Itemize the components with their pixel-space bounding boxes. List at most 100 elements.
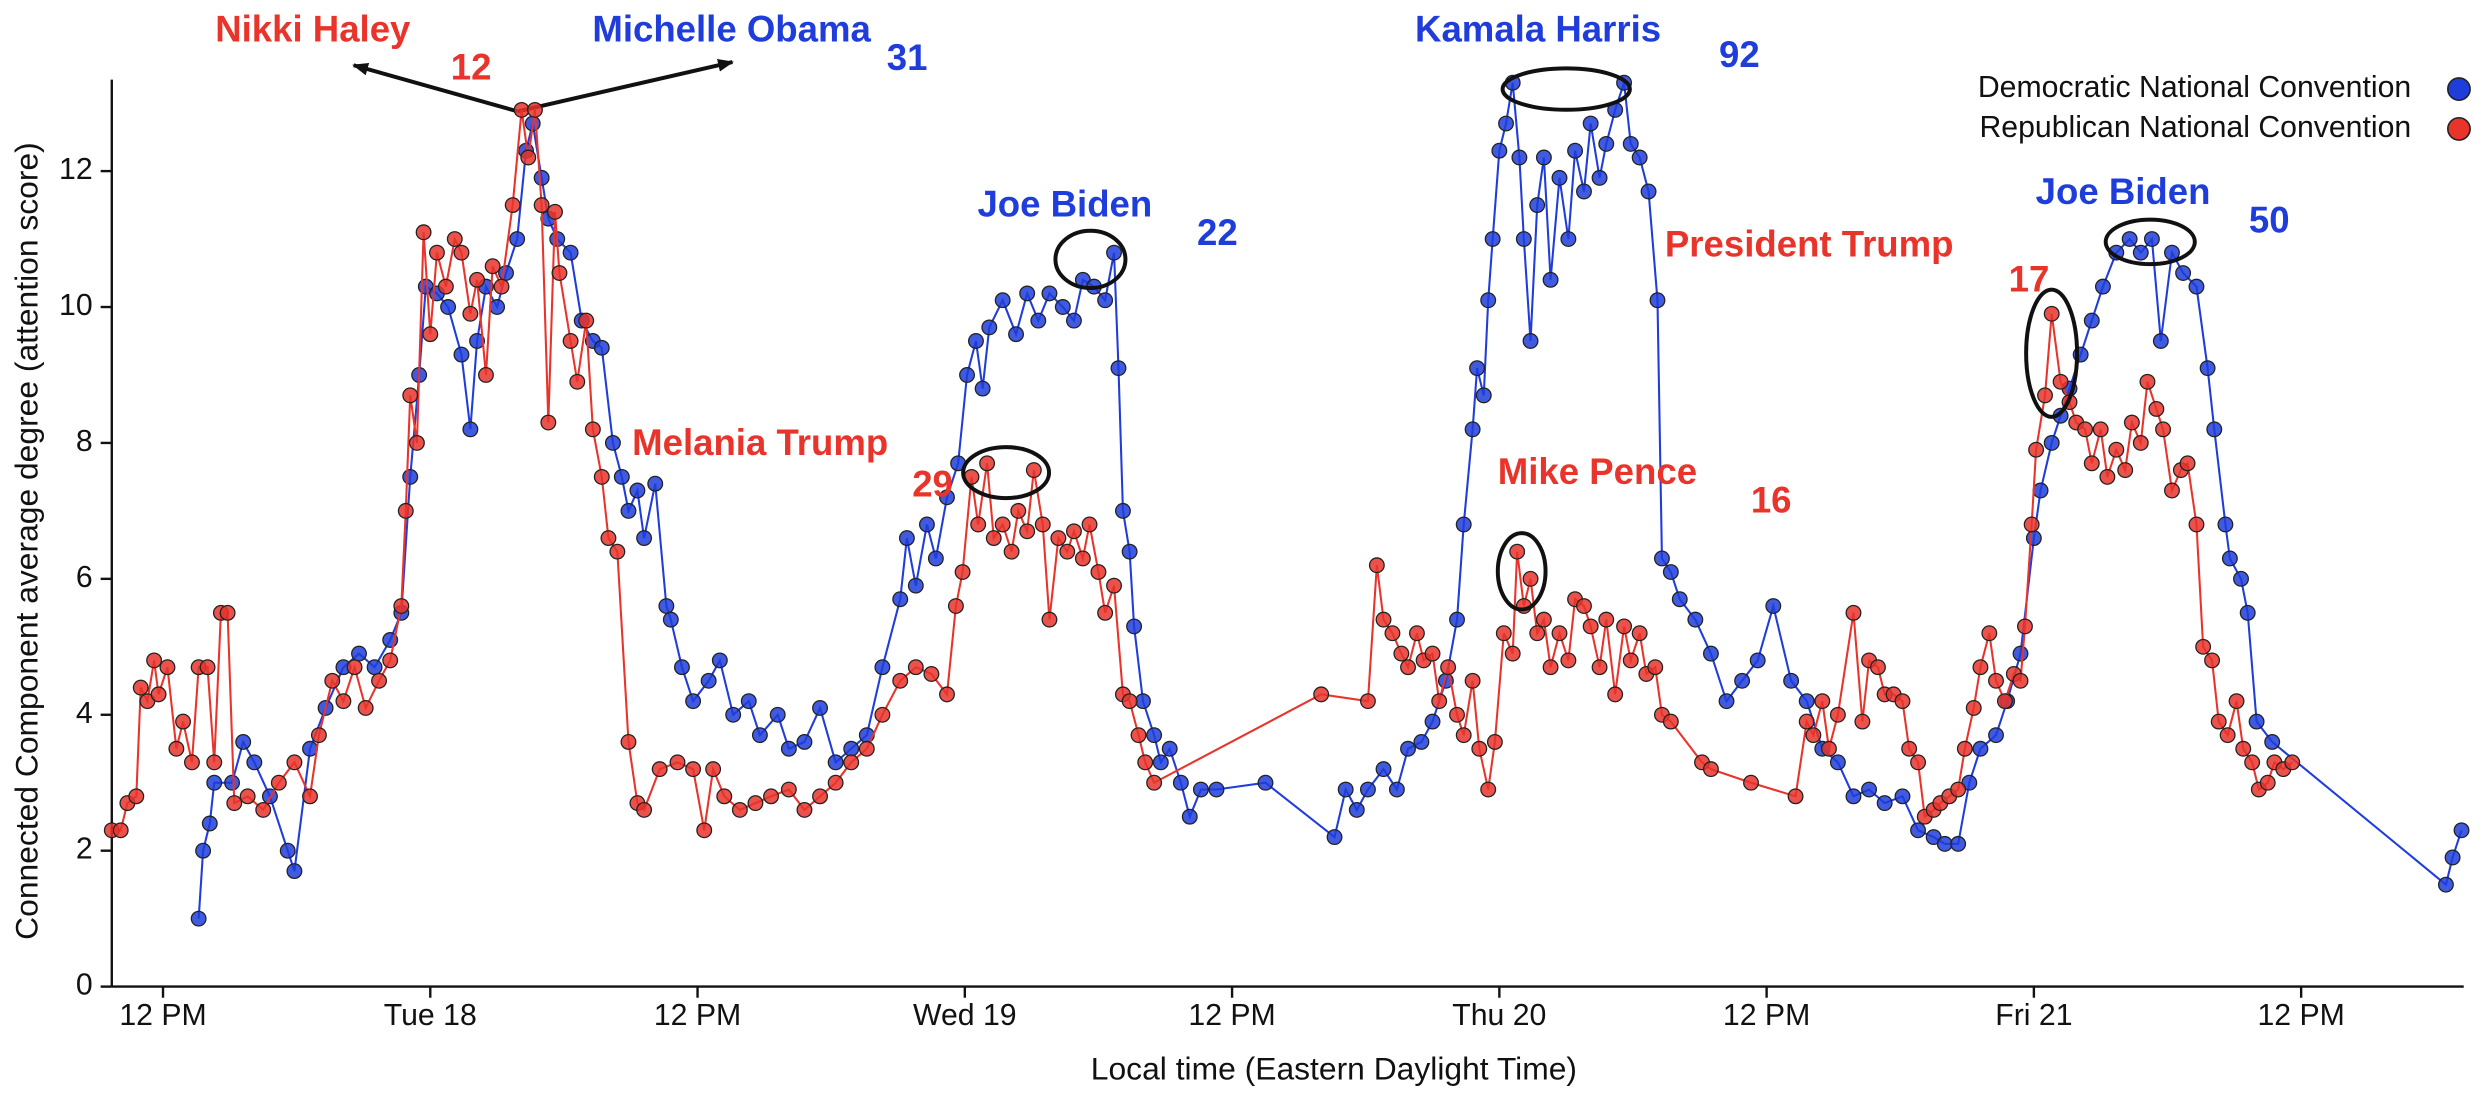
point: [437, 278, 454, 295]
point: [493, 278, 510, 295]
point: [2139, 373, 2156, 390]
series: [103, 101, 2301, 839]
point: [146, 652, 163, 669]
x-tick-label: Fri 21: [1995, 999, 2072, 1032]
point: [1498, 115, 1514, 132]
point: [1431, 693, 1448, 710]
annotation-label: Melania Trump: [632, 422, 888, 463]
point: [1003, 543, 1020, 560]
point: [636, 801, 653, 818]
point: [2199, 360, 2216, 377]
point: [1368, 557, 1385, 574]
point: [716, 788, 733, 805]
point: [1981, 625, 1998, 642]
point: [199, 659, 216, 676]
point: [892, 591, 909, 608]
annotation-count: 92: [1719, 34, 1760, 75]
point: [1146, 727, 1163, 744]
point: [206, 774, 223, 791]
point: [286, 863, 303, 880]
point: [1814, 693, 1831, 710]
point: [1359, 781, 1376, 798]
point: [2206, 421, 2223, 438]
point: [959, 367, 975, 383]
point: [1560, 231, 1577, 248]
point: [2179, 455, 2196, 472]
point: [2012, 645, 2029, 662]
point: [2117, 462, 2134, 479]
point: [2123, 414, 2140, 431]
x-tick-label: 12 PM: [119, 999, 206, 1032]
point: [1798, 693, 1815, 710]
point: [974, 380, 991, 397]
point: [1375, 761, 1392, 778]
point: [685, 761, 702, 778]
point: [1560, 652, 1577, 669]
point: [613, 468, 630, 485]
point: [1845, 604, 1862, 621]
point: [1313, 686, 1330, 703]
point: [2204, 652, 2221, 669]
point: [2195, 638, 2212, 655]
point: [324, 672, 341, 689]
point: [1529, 197, 1546, 214]
highlight-ellipse: [961, 445, 1052, 501]
point: [2121, 231, 2138, 248]
point: [1582, 618, 1599, 635]
point: [1097, 604, 1114, 621]
point: [1535, 611, 1552, 628]
point: [1854, 713, 1871, 730]
point: [408, 434, 425, 451]
point: [246, 754, 263, 771]
point: [2437, 876, 2454, 893]
point: [636, 530, 653, 547]
annotation-label: President Trump: [1665, 223, 1954, 264]
point: [206, 754, 223, 771]
point: [382, 652, 399, 669]
point: [696, 822, 713, 839]
annotation-label: Kamala Harris: [1415, 8, 1661, 49]
point: [1393, 645, 1410, 662]
point: [1074, 550, 1091, 567]
point: [796, 801, 813, 818]
point: [2017, 618, 2033, 635]
point: [1449, 706, 1465, 723]
point: [2099, 468, 2116, 485]
point: [1542, 659, 1559, 676]
point: [812, 788, 829, 805]
point: [843, 740, 860, 757]
point: [600, 530, 617, 547]
point: [351, 645, 367, 662]
point: [1065, 312, 1082, 329]
x-axis-label: Local time (Eastern Daylight Time): [1091, 1050, 1577, 1086]
point: [2217, 516, 2234, 533]
point: [1449, 611, 1465, 628]
annotation-count: 16: [1751, 480, 1792, 521]
point: [1956, 740, 1973, 757]
point: [415, 224, 432, 241]
point: [2239, 604, 2256, 621]
point: [1041, 285, 1058, 302]
point: [651, 761, 668, 778]
point: [858, 740, 875, 757]
point: [2259, 774, 2276, 791]
point: [629, 482, 646, 499]
point: [279, 842, 296, 859]
point: [2164, 482, 2180, 499]
point: [981, 319, 998, 336]
point: [1988, 672, 2004, 689]
point: [1829, 754, 1846, 771]
point: [1469, 360, 1486, 377]
point: [1876, 795, 1893, 812]
point: [429, 244, 445, 261]
point: [562, 244, 579, 261]
point: [2148, 400, 2165, 417]
point: [1106, 577, 1122, 594]
legend-marker: [2447, 116, 2471, 141]
point: [711, 652, 728, 669]
point: [1567, 142, 1584, 159]
point: [310, 727, 327, 744]
point: [255, 801, 272, 818]
point: [1130, 727, 1147, 744]
point: [453, 244, 470, 261]
